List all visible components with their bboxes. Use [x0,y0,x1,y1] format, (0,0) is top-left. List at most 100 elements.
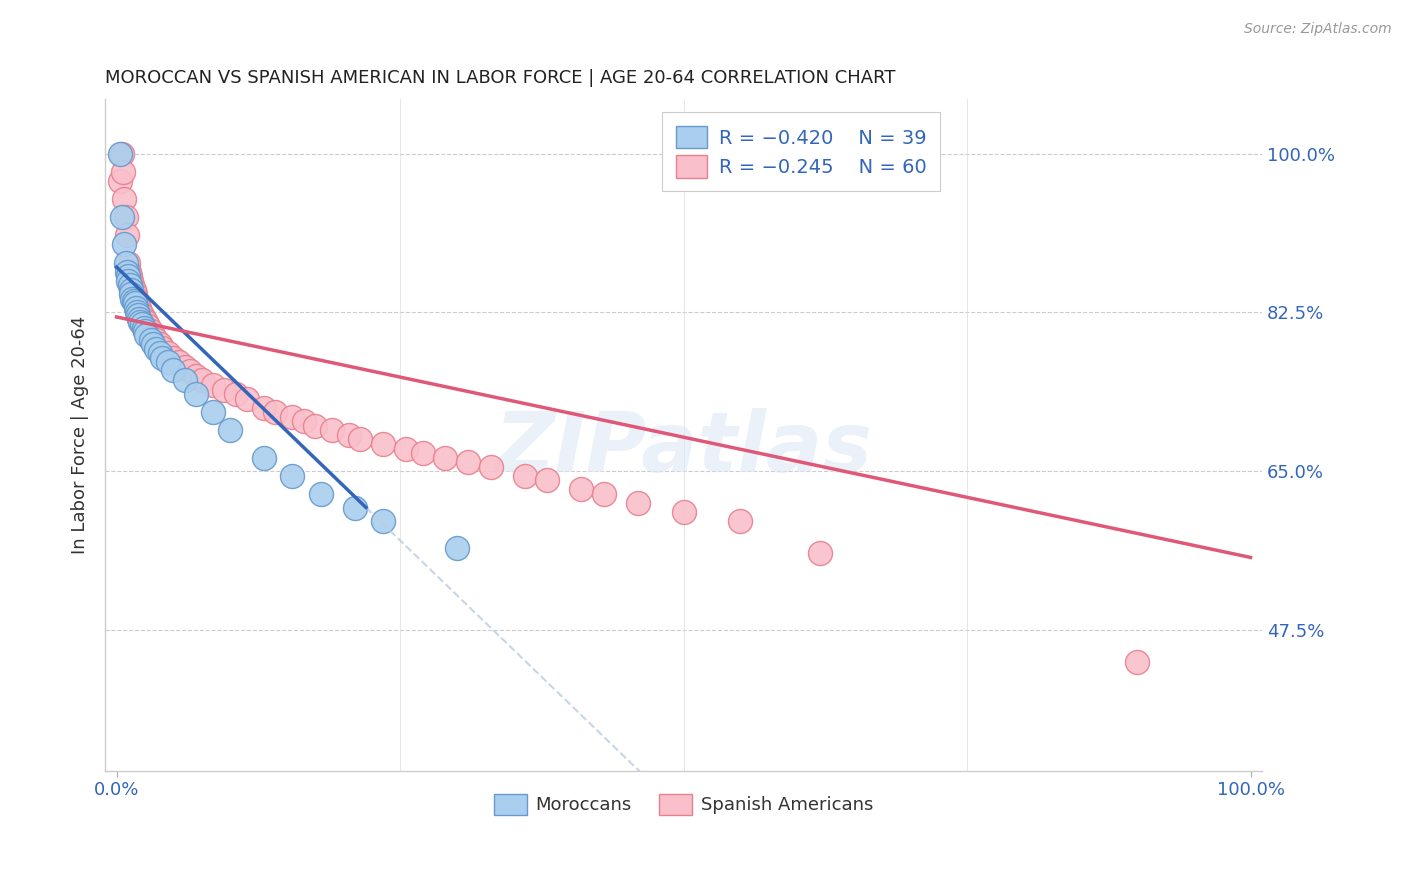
Point [179,364,201,378]
Point [321,424,343,438]
Point [184,387,207,401]
Point [142,337,165,351]
Point [309,487,332,501]
Point [434,450,457,465]
Point [149,337,172,351]
Point [728,514,751,528]
Point [672,505,695,519]
Point [122,293,145,308]
Point [118,264,141,278]
Point [131,308,153,322]
Point [125,295,148,310]
Point [446,541,468,556]
Point [304,418,326,433]
Point [129,314,152,328]
Point [132,311,155,326]
Point [292,414,315,428]
Point [593,487,616,501]
Point [457,455,479,469]
Point [125,292,148,306]
Point [114,255,136,269]
Point [135,315,157,329]
Text: ZIPatlas: ZIPatlas [495,408,873,489]
Point [120,287,142,301]
Point [190,374,212,388]
Point [124,296,146,310]
Point [281,409,304,424]
Point [264,405,287,419]
Point [571,483,593,497]
Point [225,387,247,401]
Point [253,450,276,465]
Point [128,301,150,315]
Point [117,255,139,269]
Point [349,433,371,447]
Point [115,264,138,278]
Point [173,359,195,374]
Point [121,278,143,293]
Point [253,401,276,415]
Point [371,514,394,528]
Point [135,328,157,343]
Point [114,192,136,206]
Point [162,351,184,365]
Point [337,428,360,442]
Y-axis label: In Labor Force | Age 20-64: In Labor Force | Age 20-64 [72,316,89,554]
Point [150,351,173,365]
Legend: Moroccans, Spanish Americans: Moroccans, Spanish Americans [486,787,880,822]
Point [371,437,394,451]
Point [627,496,650,510]
Point [136,319,159,334]
Point [115,228,138,243]
Point [128,311,150,326]
Point [129,304,152,318]
Point [150,341,173,355]
Point [395,442,418,456]
Point [111,146,134,161]
Point [142,328,165,343]
Point [134,324,156,338]
Point [114,237,136,252]
Point [125,301,148,315]
Point [156,355,179,369]
Point [412,446,434,460]
Point [214,383,236,397]
Point [108,174,131,188]
Point [124,287,146,301]
Point [108,146,131,161]
Point [120,278,142,293]
Point [120,274,142,288]
Point [117,269,139,284]
Point [122,283,145,297]
Point [1126,655,1149,669]
Point [184,368,207,383]
Text: Source: ZipAtlas.com: Source: ZipAtlas.com [1244,22,1392,37]
Point [167,355,190,369]
Point [149,346,172,360]
Point [132,321,155,335]
Point [162,362,184,376]
Point [125,304,148,318]
Point [121,292,143,306]
Point [111,210,134,224]
Point [112,165,135,179]
Point [536,473,558,487]
Point [145,342,167,356]
Point [120,283,142,297]
Point [139,333,162,347]
Point [156,346,179,360]
Point [114,210,136,224]
Point [281,468,304,483]
Point [201,405,224,419]
Text: MOROCCAN VS SPANISH AMERICAN IN LABOR FORCE | AGE 20-64 CORRELATION CHART: MOROCCAN VS SPANISH AMERICAN IN LABOR FO… [105,69,896,87]
Point [117,274,139,288]
Point [808,546,831,560]
Point [131,317,153,331]
Point [145,333,167,347]
Point [219,424,242,438]
Point [139,324,162,338]
Point [343,500,366,515]
Point [201,378,224,392]
Point [120,269,142,284]
Point [479,459,502,474]
